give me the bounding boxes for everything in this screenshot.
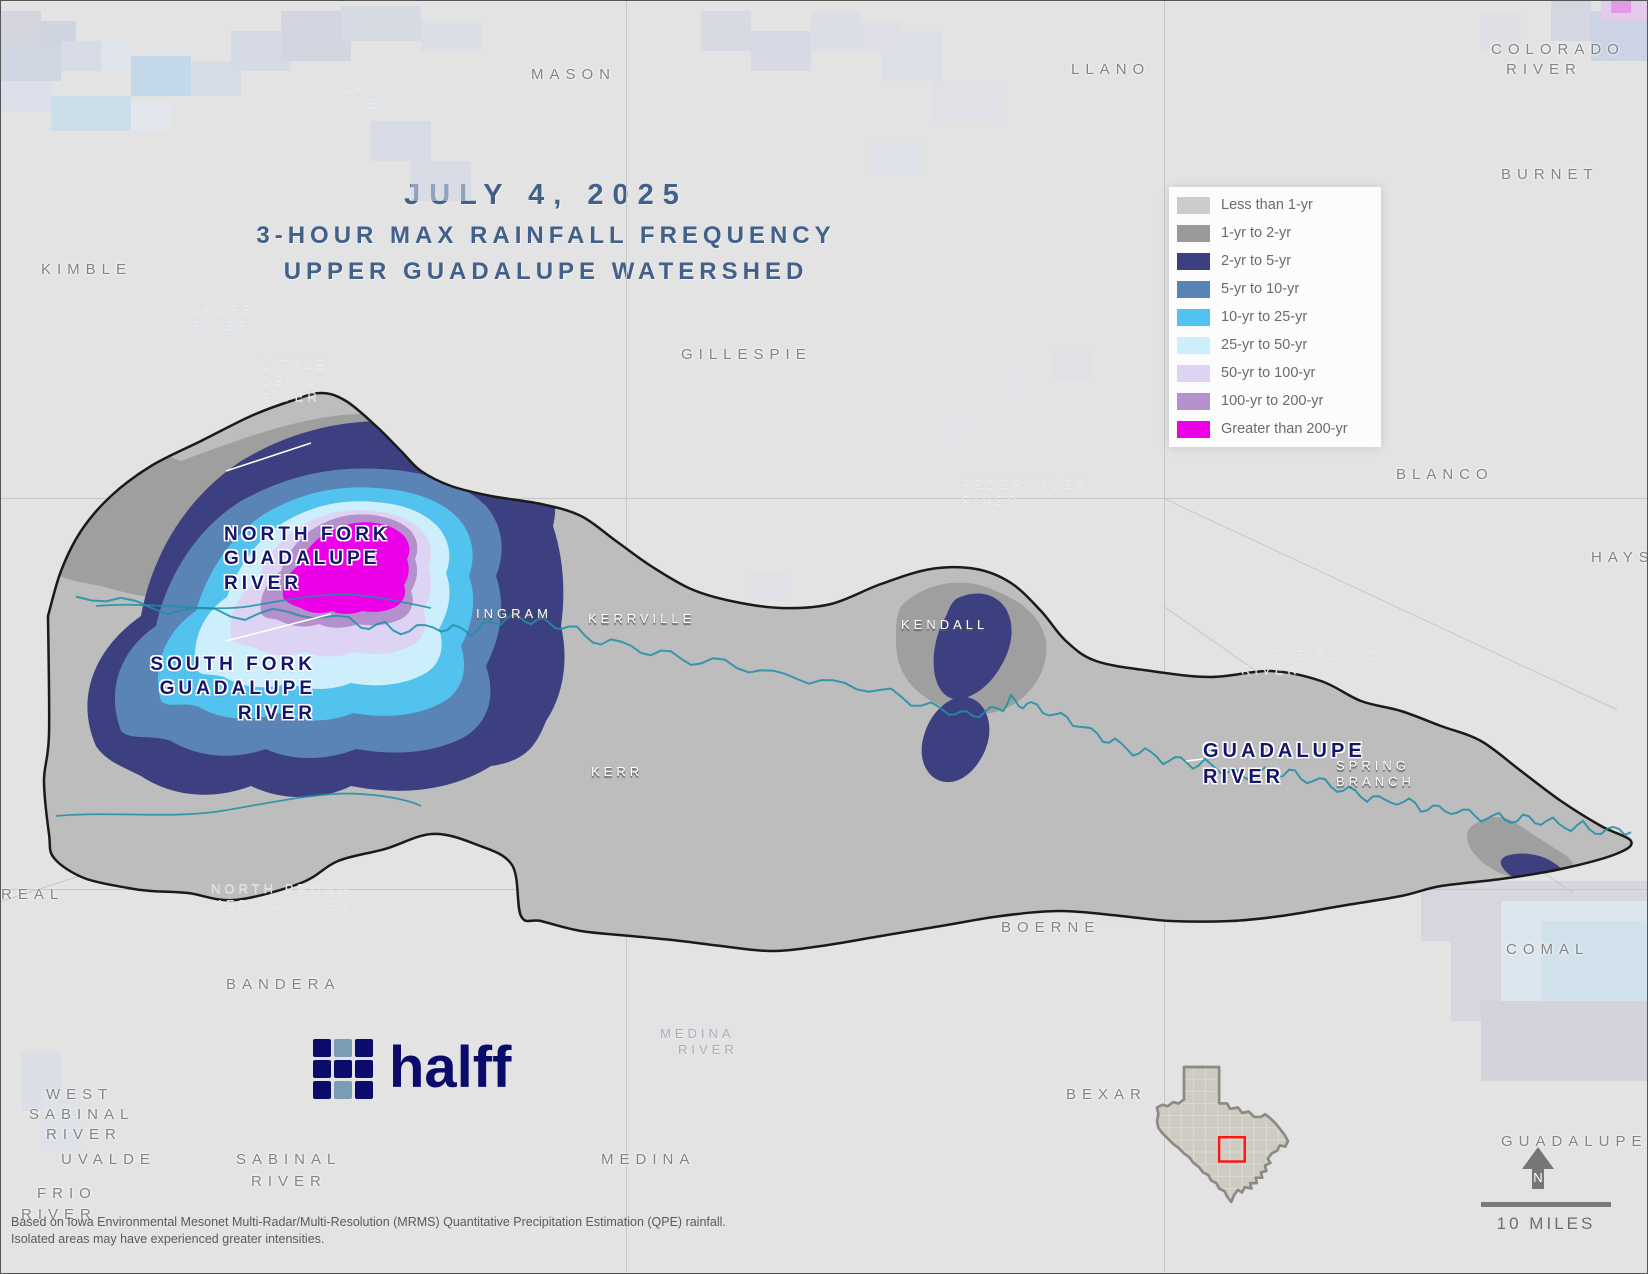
svg-text:N: N [1533, 1170, 1542, 1185]
